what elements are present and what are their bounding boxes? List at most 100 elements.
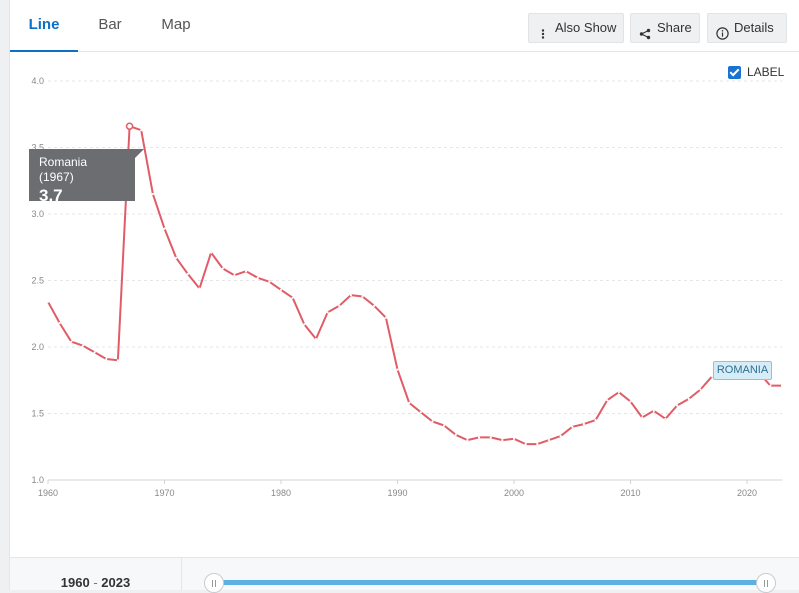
data-point: [419, 411, 422, 414]
share-button[interactable]: Share: [630, 13, 700, 43]
tooltip-value: 3.7: [39, 186, 63, 205]
data-point: [547, 439, 551, 442]
data-point: [46, 300, 50, 303]
data-point: [58, 321, 61, 325]
range-start: 1960: [60, 575, 90, 590]
series-label-romania[interactable]: ROMANIA: [713, 361, 772, 380]
info-icon: [716, 22, 729, 40]
data-point: [384, 316, 387, 319]
year-range-label: 1960 - 2023: [10, 558, 182, 591]
x-tick-label: 2020: [737, 488, 757, 498]
data-point: [594, 419, 597, 422]
range-slider-start-handle[interactable]: [204, 573, 224, 593]
chart-card: Line Bar Map Also Show Share Details 1.0…: [9, 0, 799, 593]
data-point: [664, 417, 667, 420]
label-checkbox[interactable]: [728, 65, 741, 79]
details-label: Details: [734, 20, 774, 35]
data-point: [373, 304, 376, 307]
data-point: [629, 400, 632, 403]
data-point: [454, 433, 457, 436]
range-separator: -: [93, 575, 98, 590]
data-point: [314, 337, 318, 341]
data-point: [186, 272, 189, 275]
x-tick-label: 2010: [621, 488, 641, 498]
vertical-dots-icon: [537, 22, 549, 39]
data-point: [512, 437, 516, 440]
y-tick-label: 2.5: [31, 276, 44, 286]
data-point: [279, 288, 283, 291]
data-point: [396, 368, 399, 371]
details-button[interactable]: Details: [707, 13, 787, 43]
also-show-label: Also Show: [555, 20, 617, 35]
data-point: [641, 416, 644, 419]
data-point: [571, 425, 574, 428]
data-point: [349, 294, 353, 297]
y-tick-label: 1.5: [31, 409, 44, 419]
data-point: [163, 227, 166, 230]
data-point: [466, 439, 469, 442]
tab-line[interactable]: Line: [10, 0, 78, 52]
data-point: [140, 129, 143, 132]
data-point: [116, 359, 120, 362]
data-tooltip: Romania (1967) 3.7: [29, 149, 144, 205]
data-point: [699, 388, 702, 391]
data-point: [361, 295, 364, 298]
x-tick-label: 2000: [504, 488, 524, 498]
data-point: [210, 251, 213, 254]
data-point: [221, 267, 224, 270]
x-tick-label: 1960: [38, 488, 58, 498]
y-tick-label: 4.0: [31, 76, 44, 86]
x-tick-label: 1970: [154, 488, 174, 498]
tab-bar[interactable]: Bar: [98, 16, 122, 33]
range-slider-end-handle[interactable]: [756, 573, 776, 593]
y-tick-label: 3.0: [31, 209, 44, 219]
data-point: [559, 435, 562, 438]
share-icon: [639, 22, 651, 40]
data-point: [175, 256, 178, 259]
data-point: [70, 340, 73, 343]
y-tick-label: 3.5: [31, 143, 44, 153]
data-point: [617, 391, 620, 394]
x-tick-label: 1990: [388, 488, 408, 498]
data-point: [489, 436, 492, 439]
data-point: [233, 274, 236, 277]
data-point: [244, 270, 248, 273]
data-point: [652, 409, 655, 412]
range-slider-track[interactable]: [214, 580, 766, 585]
view-tabs: Line Bar Map Also Show Share Details: [10, 0, 799, 52]
range-end: 2023: [101, 575, 131, 590]
data-point: [582, 423, 586, 426]
y-tick-label: 1.0: [31, 475, 44, 485]
highlight-point: [125, 122, 134, 130]
label-toggle[interactable]: LABEL: [728, 65, 784, 79]
range-footer: 1960 - 2023: [10, 557, 799, 593]
tab-map[interactable]: Map: [161, 16, 191, 33]
data-point: [105, 357, 108, 361]
data-point: [780, 384, 784, 387]
data-point: [326, 311, 329, 314]
data-point: [501, 439, 504, 442]
data-point: [687, 397, 690, 400]
data-point: [710, 375, 714, 378]
data-point: [769, 384, 772, 387]
data-point: [477, 436, 481, 439]
data-point: [81, 344, 85, 347]
data-point: [198, 287, 201, 290]
data-point: [408, 401, 411, 404]
data-point: [524, 442, 527, 446]
data-point: [443, 424, 446, 427]
series-line-romania: [47, 125, 782, 446]
data-point: [676, 404, 679, 407]
line-chart: 1.0 1.5 2.0 2.5 3.0 3.5 4.0 1960 1970 1980 1990 200…: [31, 76, 784, 498]
data-point: [536, 442, 539, 446]
data-point: [431, 420, 434, 423]
data-point: [291, 296, 294, 299]
data-point: [151, 192, 154, 196]
label-toggle-text: LABEL: [747, 65, 785, 79]
also-show-button[interactable]: Also Show: [528, 13, 624, 43]
data-point: [256, 276, 259, 279]
data-point: [606, 399, 609, 402]
data-point: [93, 351, 96, 354]
x-tick-label: 1980: [271, 488, 291, 498]
data-point: [338, 304, 341, 307]
